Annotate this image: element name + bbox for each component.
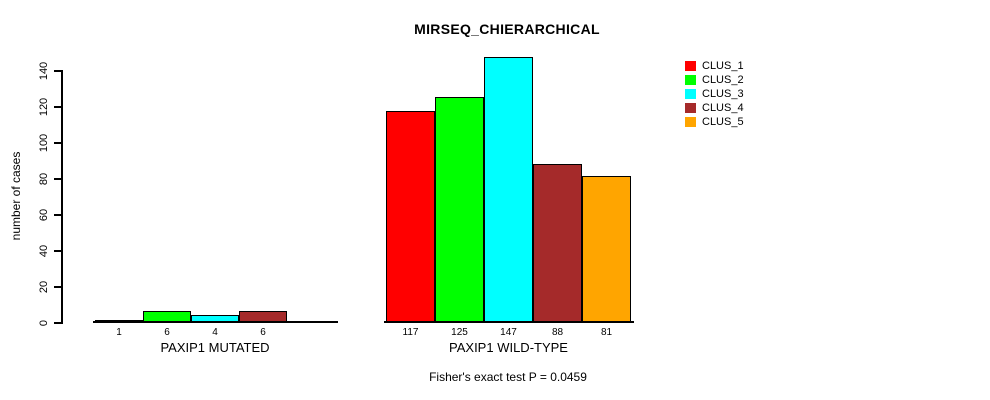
y-tick	[54, 106, 61, 108]
y-tick-label: 140	[38, 61, 50, 81]
y-tick	[54, 70, 61, 72]
legend-entry: CLUS_2	[685, 73, 744, 86]
bar-value-label: 4	[212, 327, 218, 338]
y-tick	[54, 214, 61, 216]
y-tick	[54, 322, 61, 324]
legend-entry: CLUS_1	[685, 59, 744, 72]
legend-entry: CLUS_3	[685, 87, 744, 100]
bar-value-label: 88	[551, 327, 564, 338]
y-tick-label: 40	[38, 244, 50, 258]
y-tick-label: 100	[38, 133, 50, 153]
bar-CLUS_4	[239, 311, 287, 322]
y-axis-line	[61, 70, 63, 324]
y-tick-label: 20	[38, 280, 50, 294]
legend-swatch	[685, 116, 696, 127]
bar-CLUS_2	[143, 311, 191, 322]
legend-entry: CLUS_4	[685, 101, 744, 114]
bar-value-label: 6	[164, 327, 170, 338]
bar-CLUS_3	[191, 315, 239, 322]
bar-value-label: 147	[500, 327, 517, 338]
y-axis-label: number of cases	[9, 151, 23, 241]
bar-value-label: 1	[116, 327, 122, 338]
legend-swatch	[685, 102, 696, 113]
group-baseline	[384, 321, 634, 323]
legend-label: CLUS_4	[702, 101, 744, 114]
y-tick-label: 80	[38, 172, 50, 186]
bar-value-label: 117	[402, 327, 419, 338]
legend-label: CLUS_2	[702, 73, 744, 86]
legend-label: CLUS_5	[702, 115, 744, 128]
y-tick-label: 60	[38, 208, 50, 222]
bar-CLUS_1	[95, 320, 143, 322]
chart-subtitle: Fisher's exact test P = 0.0459	[429, 370, 587, 384]
legend-entry: CLUS_5	[685, 115, 744, 128]
bar-CLUS_1	[386, 111, 435, 322]
y-tick-label: 0	[38, 319, 50, 327]
legend-swatch	[685, 88, 696, 99]
chart-title: MIRSEQ_CHIERARCHICAL	[414, 21, 600, 37]
y-tick	[54, 178, 61, 180]
bar-CLUS_2	[435, 97, 484, 322]
bar-CLUS_5	[582, 176, 631, 322]
bar-CLUS_4	[533, 164, 582, 322]
legend-label: CLUS_1	[702, 59, 744, 72]
group-label: PAXIP1 MUTATED	[160, 340, 270, 355]
legend-swatch	[685, 74, 696, 85]
y-tick	[54, 286, 61, 288]
bar-value-label: 6	[260, 327, 266, 338]
legend: CLUS_1 CLUS_2 CLUS_3 CLUS_4 CLUS_5	[685, 59, 744, 128]
group-label: PAXIP1 WILD-TYPE	[449, 340, 568, 355]
bar-value-label: 125	[451, 327, 468, 338]
legend-swatch	[685, 60, 696, 71]
group-baseline	[93, 321, 338, 323]
bar-value-label: 81	[600, 327, 613, 338]
bar-CLUS_3	[484, 57, 533, 322]
legend-label: CLUS_3	[702, 87, 744, 100]
y-tick	[54, 142, 61, 144]
y-tick	[54, 250, 61, 252]
y-tick-label: 120	[38, 97, 50, 117]
